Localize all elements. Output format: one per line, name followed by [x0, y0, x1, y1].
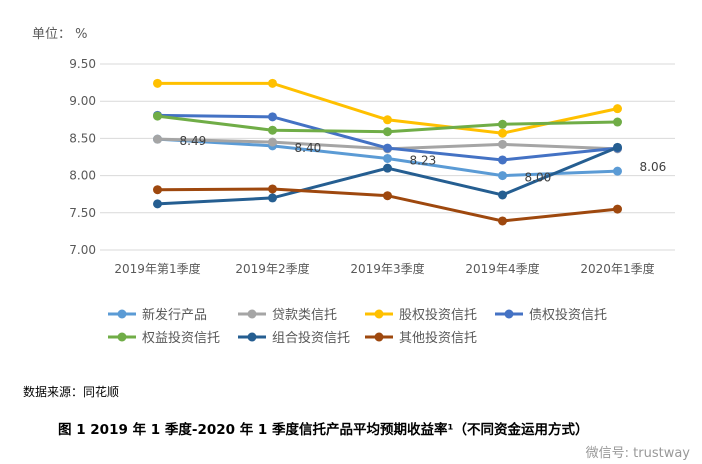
data-point — [498, 128, 507, 138]
data-point — [613, 142, 622, 152]
data-point — [153, 134, 162, 144]
data-point — [383, 115, 392, 125]
y-tick-label: 7.00 — [69, 243, 96, 257]
data-label: 8.23 — [410, 153, 437, 167]
y-tick-label: 9.00 — [69, 94, 96, 108]
unit-label: 单位： % — [32, 27, 88, 42]
data-point — [613, 104, 622, 114]
legend-label: 组合投资信托 — [272, 330, 350, 346]
y-tick-label: 9.50 — [69, 57, 96, 71]
data-label: 8.40 — [295, 141, 322, 155]
data-point — [498, 171, 507, 181]
watermark: 微信号: trustway — [585, 446, 690, 461]
data-point — [153, 111, 162, 121]
legend-marker — [504, 309, 514, 319]
line-chart: 单位： % 7.00 7.50 8.00 8.50 9.00 9.50 2019年第1季度 20… — [32, 27, 675, 346]
data-point — [498, 216, 507, 226]
data-point — [383, 191, 392, 201]
data-point — [498, 190, 507, 200]
legend-marker — [117, 309, 127, 319]
x-tick-label: 2019年2季度 — [235, 261, 309, 276]
legend-label: 债权投资信托 — [529, 307, 607, 323]
data-point — [268, 193, 277, 203]
legend-label: 权益投资信托 — [142, 330, 220, 346]
data-point — [268, 137, 277, 147]
figure-caption: 图 1 2019 年 1 季度-2020 年 1 季度信托产品平均预期收益率¹（… — [58, 422, 589, 438]
data-label: 8.00 — [525, 171, 552, 185]
legend-marker — [117, 332, 127, 342]
legend-label: 股权投资信托 — [399, 307, 477, 323]
legend-marker — [247, 332, 257, 342]
data-point — [383, 163, 392, 173]
y-tick-label: 8.50 — [69, 131, 96, 145]
data-point — [383, 153, 392, 163]
legend-marker — [247, 309, 257, 319]
data-point — [383, 143, 392, 153]
data-point — [498, 139, 507, 149]
data-point — [268, 125, 277, 135]
y-tick-label: 8.00 — [69, 169, 96, 183]
data-point — [498, 119, 507, 129]
data-source: 数据来源：同花顺 — [23, 385, 120, 399]
data-point — [613, 117, 622, 127]
data-point — [268, 78, 277, 88]
x-tick-label: 2019年3季度 — [350, 261, 424, 276]
legend-marker — [374, 309, 384, 319]
x-tick-label: 2020年1季度 — [580, 261, 654, 276]
x-tick-label: 2019年第1季度 — [114, 261, 200, 276]
data-point — [268, 112, 277, 122]
legend-label: 其他投资信托 — [399, 330, 477, 346]
x-tick-label: 2019年4季度 — [465, 261, 539, 276]
data-point — [613, 204, 622, 214]
data-point — [613, 166, 622, 176]
data-point — [498, 155, 507, 165]
y-tick-label: 7.50 — [69, 206, 96, 220]
legend-marker — [374, 332, 384, 342]
data-label: 8.06 — [640, 160, 667, 174]
legend-label: 新发行产品 — [142, 307, 207, 323]
data-point — [153, 78, 162, 88]
legend-label: 贷款类信托 — [272, 308, 337, 323]
data-point — [383, 127, 392, 137]
data-point — [268, 184, 277, 194]
data-point — [153, 185, 162, 195]
data-label: 8.49 — [180, 134, 207, 148]
data-point — [153, 199, 162, 209]
